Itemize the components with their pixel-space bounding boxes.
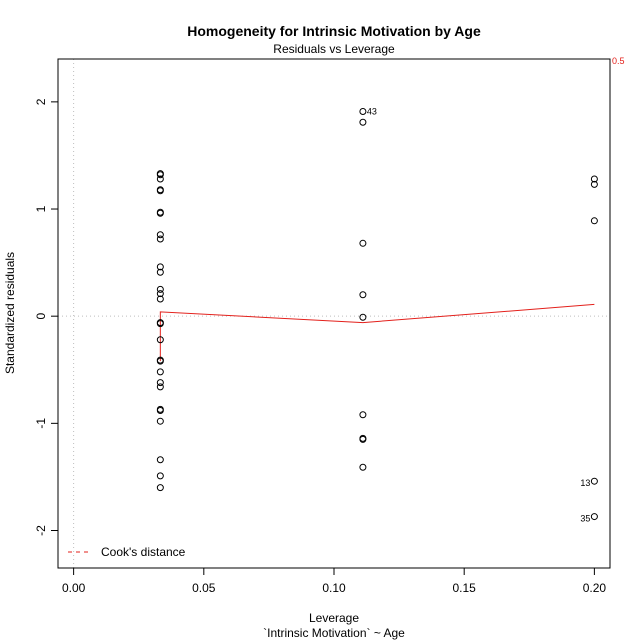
data-point-1 <box>156 171 164 179</box>
x-axis: 0.00 0.05 0.10 0.15 0.20 <box>62 567 607 595</box>
data-point-20 <box>156 379 164 387</box>
data-point-25 <box>156 456 164 464</box>
data-points <box>156 108 598 521</box>
data-point-41 <box>590 513 598 521</box>
chart-title: Homogeneity for Intrinsic Motivation by … <box>187 23 481 39</box>
data-point-19 <box>156 368 164 376</box>
reference-lines <box>58 59 610 568</box>
y-axis-label: Standardized residuals <box>3 252 17 374</box>
data-point-33 <box>359 411 367 419</box>
plot-frame <box>57 58 611 569</box>
point-label-43: 43 <box>367 107 377 117</box>
y-tick-label-1: -1 <box>34 418 48 429</box>
data-point-30 <box>359 239 367 247</box>
data-point-24 <box>156 417 164 425</box>
data-point-16 <box>156 336 164 344</box>
x-tick-label-4: 0.20 <box>583 581 607 595</box>
chart-subtitle: Residuals vs Leverage <box>273 42 395 56</box>
y-tick-label-4: 2 <box>34 98 48 105</box>
point-label-35: 35 <box>580 514 590 524</box>
point-label-13: 13 <box>580 478 590 488</box>
x-axis-label: Leverage <box>309 611 359 625</box>
data-point-38 <box>590 180 598 188</box>
data-point-23 <box>156 406 164 414</box>
data-point-36 <box>359 463 367 471</box>
data-point-12 <box>156 290 164 298</box>
data-point-31 <box>359 291 367 299</box>
y-tick-label-3: 1 <box>34 205 48 212</box>
data-point-18 <box>156 357 164 365</box>
data-point-39 <box>590 217 598 225</box>
y-tick-label-2: 0 <box>34 313 48 320</box>
data-point-7 <box>156 231 164 239</box>
data-point-37 <box>590 175 598 183</box>
smoother-line <box>159 303 595 362</box>
data-point-40 <box>590 477 598 485</box>
data-point-35 <box>359 435 367 443</box>
data-point-29 <box>359 118 367 126</box>
legend: Cook's distance <box>68 545 186 559</box>
y-tick-label-0: -2 <box>34 525 48 536</box>
data-point-11 <box>156 285 164 293</box>
data-point-6 <box>156 209 164 217</box>
x-tick-label-3: 0.15 <box>453 581 477 595</box>
data-point-28 <box>359 108 367 116</box>
data-point-2 <box>156 175 164 183</box>
data-point-26 <box>156 472 164 480</box>
data-point-8 <box>156 235 164 243</box>
data-point-21 <box>156 383 164 391</box>
x-tick-label-1: 0.05 <box>192 581 216 595</box>
data-point-15 <box>156 320 164 328</box>
x-tick-label-0: 0.00 <box>62 581 86 595</box>
data-point-32 <box>359 313 367 321</box>
legend-cooks-distance-label: Cook's distance <box>101 545 186 559</box>
x-axis-sublabel: `Intrinsic Motivation` ~ Age <box>263 626 405 640</box>
cooks-distance-contour-label: 0.5 <box>612 56 625 66</box>
data-point-10 <box>156 268 164 276</box>
data-point-9 <box>156 263 164 271</box>
data-point-27 <box>156 484 164 492</box>
y-axis: -2 -1 0 1 2 <box>34 98 59 536</box>
smoother-line-group <box>159 303 595 362</box>
x-tick-label-2: 0.10 <box>322 581 346 595</box>
point-labels: 43 13 35 <box>367 107 590 524</box>
data-point-4 <box>156 187 164 195</box>
data-point-13 <box>156 295 164 303</box>
